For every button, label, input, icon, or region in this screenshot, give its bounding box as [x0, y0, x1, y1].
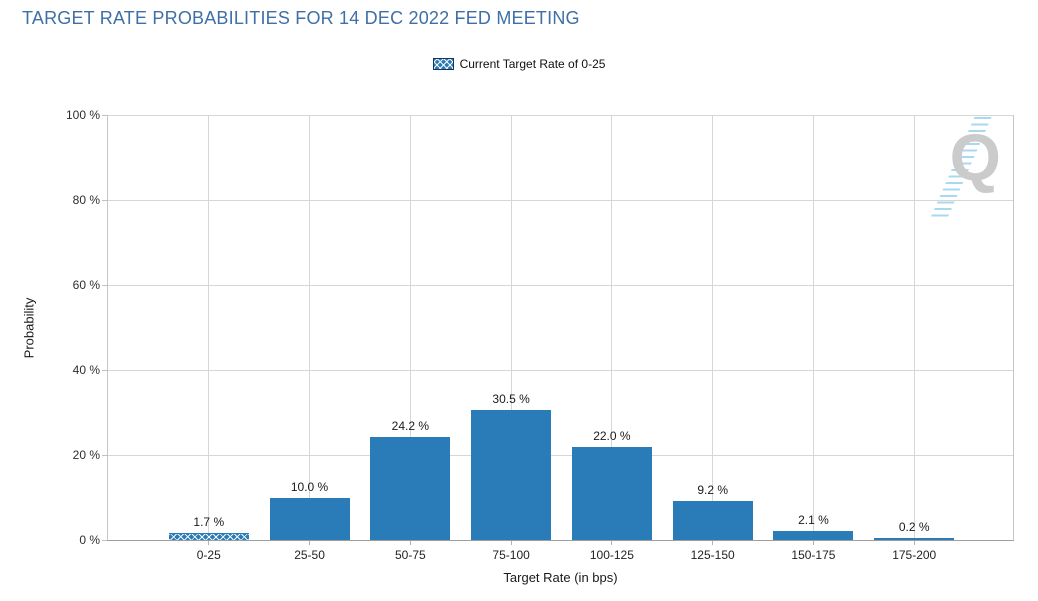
- x-tick-mark: [812, 540, 814, 545]
- bar: [370, 437, 451, 540]
- watermark: Q: [923, 115, 1009, 220]
- x-tick-mark: [309, 540, 311, 545]
- y-tick-label: 40 %: [72, 363, 100, 377]
- y-tick-label: 20 %: [72, 448, 100, 462]
- gridline-horizontal: [108, 454, 1013, 456]
- bar-value-label: 24.2 %: [391, 419, 429, 434]
- plot-area: Q Probability Target Rate (in bps) 0 % 20…: [22, 108, 1014, 585]
- y-tick-label: 100 %: [65, 108, 100, 122]
- x-tick-label: 0-25: [196, 548, 221, 562]
- y-tick-mark: [102, 539, 108, 541]
- bar-current-target: [168, 532, 249, 540]
- bar-value-label: 22.0 %: [593, 428, 631, 443]
- gridline-vertical: [611, 115, 613, 540]
- gridline-vertical: [510, 115, 512, 540]
- bar: [874, 538, 955, 540]
- chart-legend: Current Target Rate of 0-25: [0, 57, 1038, 71]
- gridline-vertical: [712, 115, 714, 540]
- y-tick-label: 80 %: [72, 193, 100, 207]
- y-tick-mark: [102, 199, 108, 201]
- x-axis-title: Target Rate (in bps): [503, 570, 618, 585]
- x-tick-mark: [409, 540, 411, 545]
- bar-value-label: 2.1 %: [798, 513, 829, 528]
- legend-hatched-swatch-icon: [432, 58, 454, 70]
- x-tick-label: 100-125: [589, 548, 634, 562]
- bar: [672, 500, 753, 540]
- x-tick-label: 125-150: [690, 548, 735, 562]
- y-tick-mark: [102, 284, 108, 286]
- x-tick-label: 25-50: [294, 548, 325, 562]
- gridline-vertical: [812, 115, 814, 540]
- legend-label: Current Target Rate of 0-25: [459, 57, 606, 71]
- watermark-q-icon: Q: [949, 120, 1001, 194]
- y-tick-mark: [102, 114, 108, 116]
- x-tick-mark: [510, 540, 512, 545]
- bar: [571, 446, 652, 540]
- gridline-vertical: [913, 115, 915, 540]
- bar-value-label: 0.2 %: [898, 520, 930, 534]
- x-axis-line: [107, 540, 1014, 541]
- gridline-horizontal: [108, 199, 1013, 201]
- y-tick-label: 60 %: [72, 278, 100, 292]
- x-tick-mark: [712, 540, 714, 545]
- bar: [773, 531, 854, 540]
- x-tick-label: 150-175: [791, 548, 836, 562]
- x-tick-mark: [611, 540, 613, 545]
- bar-value-label: 1.7 %: [193, 514, 225, 529]
- x-tick-mark: [913, 540, 915, 545]
- y-tick-mark: [102, 454, 108, 456]
- bar-value-label: 30.5 %: [492, 392, 530, 407]
- gridline-horizontal: [108, 369, 1013, 371]
- gridline-horizontal: [108, 284, 1013, 286]
- x-tick-label: 175-200: [892, 548, 937, 562]
- y-tick-mark: [102, 369, 108, 371]
- bar: [471, 410, 552, 540]
- x-tick-label: 50-75: [394, 548, 426, 562]
- bar-value-label: 9.2 %: [697, 482, 728, 497]
- bar-value-label: 10.0 %: [290, 479, 329, 494]
- gridline-vertical: [409, 115, 411, 540]
- gridline-horizontal: [108, 114, 1013, 116]
- gridline-vertical: [309, 115, 311, 540]
- y-tick-label: 0 %: [79, 533, 100, 547]
- x-tick-mark: [208, 540, 210, 545]
- y-axis-title: Probability: [21, 297, 37, 358]
- chart-title: TARGET RATE PROBABILITIES FOR 14 DEC 202…: [22, 8, 580, 28]
- bar: [269, 497, 350, 540]
- gridline-vertical: [208, 115, 210, 540]
- x-tick-label: 75-100: [492, 548, 530, 562]
